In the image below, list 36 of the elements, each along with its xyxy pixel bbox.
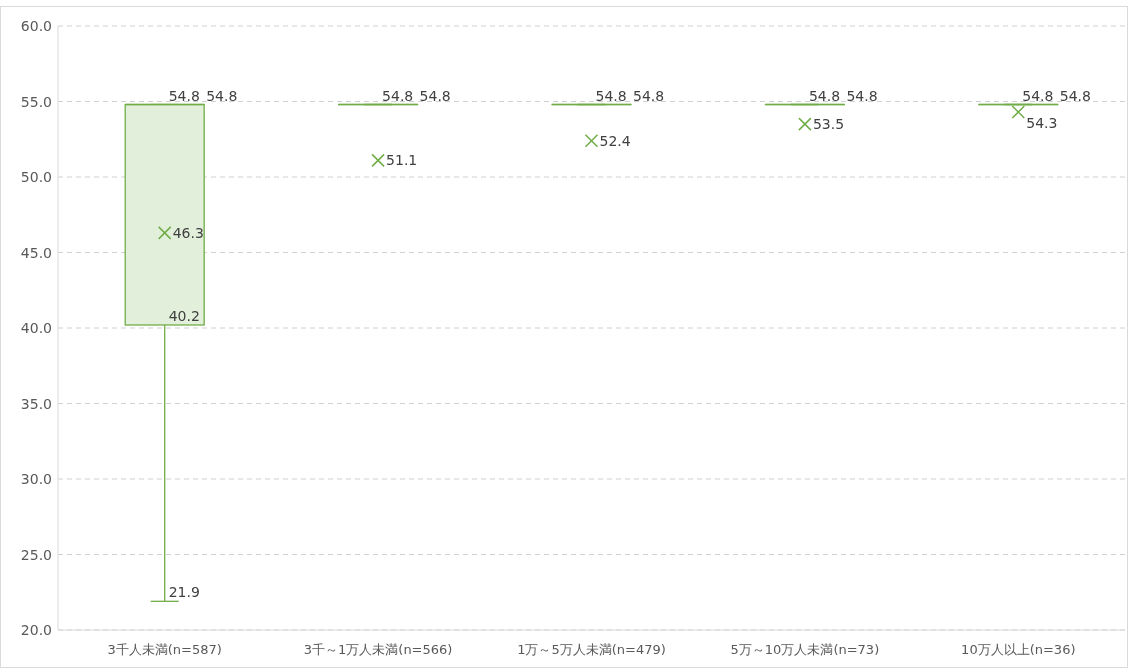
point [798, 117, 812, 131]
annotation: 52.4 [599, 132, 631, 149]
y-tick-label: 40.0 [20, 320, 52, 336]
x-tick-label: 3千～1万人未満(n=566) [303, 642, 453, 657]
y-tick-label: 50.0 [20, 169, 52, 185]
y-tick-label: 30.0 [20, 471, 52, 487]
annotation: 54.8 [1059, 87, 1091, 104]
annotation: 40.2 [168, 307, 200, 324]
x-tick-label: 5万～10万人未満(n=73) [730, 642, 880, 657]
point [584, 134, 599, 148]
annotation: 54.8 [419, 87, 451, 104]
x-tick-label: 3千人未満(n=587) [107, 642, 222, 657]
annotation: 21.9 [168, 584, 200, 601]
annotation: 51.1 [386, 152, 418, 169]
annotation: 54.8 [382, 87, 414, 104]
annotation: 54.3 [1026, 115, 1058, 132]
annotation: 54.8 [808, 87, 841, 104]
annotation: 54.8 [846, 87, 878, 104]
annotation: 46.3 [172, 224, 204, 241]
point [371, 153, 385, 168]
annotation: 53.5 [812, 116, 845, 133]
y-tick-label: 45.0 [20, 244, 52, 261]
point [157, 226, 172, 240]
x-tick-label: 10万人以上(n=36) [961, 642, 1076, 657]
y-tick-label: 25.0 [20, 546, 52, 563]
y-tick-label: 60.0 [20, 18, 52, 34]
annotation: 54.8 [595, 87, 627, 104]
y-tick-label: 55.0 [20, 93, 52, 110]
x-tick-label: 1万～5万人未満(n=479) [517, 642, 666, 657]
point [1011, 105, 1026, 119]
annotation: 54.8 [632, 87, 665, 104]
annotation: 54.8 [168, 87, 200, 104]
y-tick-label: 35.0 [20, 395, 52, 412]
annotation: 54.8 [206, 87, 238, 104]
annotation: 54.8 [1022, 87, 1054, 104]
y-tick-label: 20.0 [20, 622, 52, 638]
